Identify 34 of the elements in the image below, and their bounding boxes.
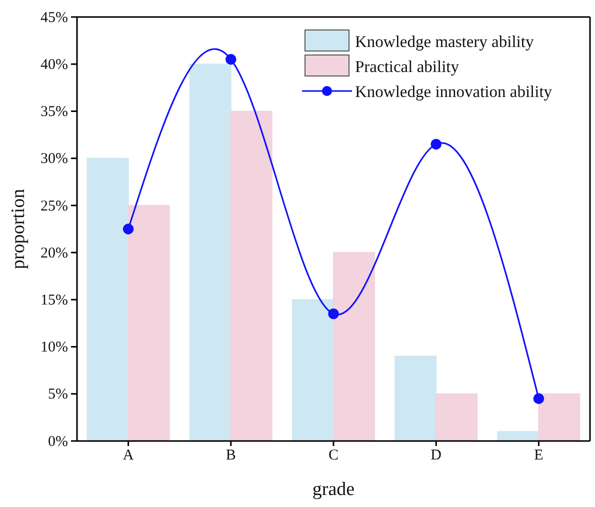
bar [292, 299, 334, 442]
point [430, 138, 442, 150]
point [328, 308, 339, 320]
x-axis-title: grade [312, 479, 355, 500]
y-tick-label: 30% [40, 151, 68, 168]
point [226, 54, 236, 65]
x-tick-label: B [226, 448, 236, 464]
legend-label: Knowledge innovation ability [355, 82, 553, 101]
bar [230, 110, 272, 442]
y-tick-label: 10% [40, 340, 68, 356]
bar [86, 158, 129, 442]
y-tick-label: 35% [40, 104, 68, 120]
x-tick-label: C [328, 448, 339, 464]
legend-label: Practical ability [355, 57, 460, 76]
y-tick-label: 0% [48, 434, 68, 450]
y-tick-label: 25% [40, 198, 68, 214]
bar [128, 204, 170, 442]
point [533, 393, 544, 404]
x-tick-label: E [534, 448, 544, 464]
y-tick-label: 5% [48, 386, 68, 403]
bar [189, 64, 232, 442]
legend-label: Knowledge mastery ability [355, 32, 534, 51]
y-tick-label: 40% [40, 56, 68, 73]
y-tick-label: 15% [40, 292, 68, 308]
point [122, 224, 134, 234]
y-tick-label: 45% [40, 10, 68, 26]
bar [333, 252, 376, 442]
bar [436, 393, 478, 442]
x-tick-label: D [430, 448, 442, 464]
bar [538, 393, 580, 442]
y-axis-title: proportion [8, 188, 29, 270]
x-tick-label: A [122, 448, 134, 464]
bar [394, 356, 437, 442]
y-tick-label: 20% [40, 245, 68, 262]
